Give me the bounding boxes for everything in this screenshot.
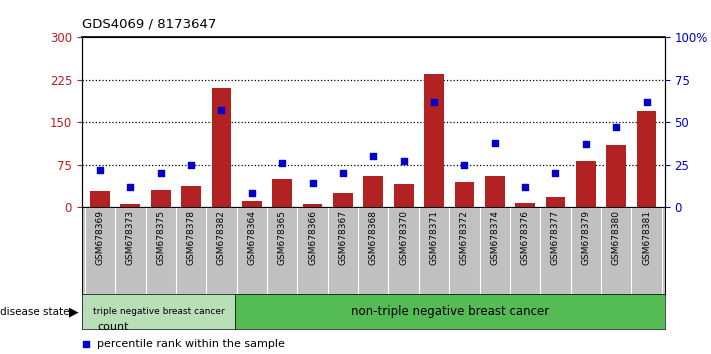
Bar	[606, 145, 626, 207]
Text: GSM678368: GSM678368	[369, 210, 378, 265]
Text: GSM678376: GSM678376	[520, 210, 530, 265]
Bar	[151, 190, 171, 207]
Point	[368, 153, 379, 159]
Text: GSM678373: GSM678373	[126, 210, 135, 265]
Text: GSM678364: GSM678364	[247, 210, 256, 264]
Bar	[636, 111, 656, 207]
Bar	[515, 202, 535, 207]
Point	[155, 170, 166, 176]
Text: GSM678367: GSM678367	[338, 210, 348, 265]
Text: GSM678374: GSM678374	[491, 210, 499, 264]
Bar	[212, 88, 231, 207]
Point	[123, 306, 134, 311]
Text: percentile rank within the sample: percentile rank within the sample	[97, 339, 285, 349]
Text: ▶: ▶	[68, 305, 78, 318]
Text: count: count	[97, 322, 129, 332]
Text: GSM678380: GSM678380	[611, 210, 621, 265]
Point	[489, 140, 501, 145]
Text: GSM678378: GSM678378	[186, 210, 196, 265]
Bar	[454, 182, 474, 207]
Text: non-triple negative breast cancer: non-triple negative breast cancer	[351, 305, 549, 318]
Bar	[90, 191, 110, 207]
Text: GSM678372: GSM678372	[460, 210, 469, 264]
Point	[215, 107, 227, 113]
Point	[520, 184, 531, 189]
Point	[337, 170, 348, 176]
Point	[95, 167, 106, 172]
Text: GSM678366: GSM678366	[308, 210, 317, 265]
Point	[428, 99, 439, 104]
Point	[246, 191, 257, 196]
Bar	[394, 184, 414, 207]
Bar	[424, 74, 444, 207]
Point	[459, 162, 470, 167]
Text: GSM678369: GSM678369	[95, 210, 105, 265]
Text: GSM678371: GSM678371	[429, 210, 439, 265]
Bar	[120, 204, 140, 207]
Point	[580, 141, 592, 147]
Point	[124, 184, 136, 189]
Bar	[333, 193, 353, 207]
Point	[550, 170, 561, 176]
Text: triple negative breast cancer: triple negative breast cancer	[92, 307, 225, 316]
Point	[611, 124, 622, 130]
Point	[307, 181, 319, 186]
Bar	[242, 201, 262, 207]
Point	[641, 99, 652, 104]
Bar	[545, 197, 565, 207]
Text: GSM678375: GSM678375	[156, 210, 165, 265]
Bar	[485, 176, 505, 207]
Text: GSM678381: GSM678381	[642, 210, 651, 265]
Bar	[303, 204, 322, 207]
Bar	[272, 179, 292, 207]
Point	[398, 158, 410, 164]
Bar	[576, 161, 596, 207]
Point	[186, 162, 197, 167]
Bar	[363, 176, 383, 207]
Text: GSM678379: GSM678379	[582, 210, 590, 265]
Bar	[181, 185, 201, 207]
Text: GSM678377: GSM678377	[551, 210, 560, 265]
Point	[277, 160, 288, 166]
Text: GSM678365: GSM678365	[278, 210, 287, 265]
Text: GSM678370: GSM678370	[399, 210, 408, 265]
Text: GDS4069 / 8173647: GDS4069 / 8173647	[82, 17, 216, 30]
Text: GSM678382: GSM678382	[217, 210, 226, 264]
Text: disease state: disease state	[0, 307, 70, 316]
